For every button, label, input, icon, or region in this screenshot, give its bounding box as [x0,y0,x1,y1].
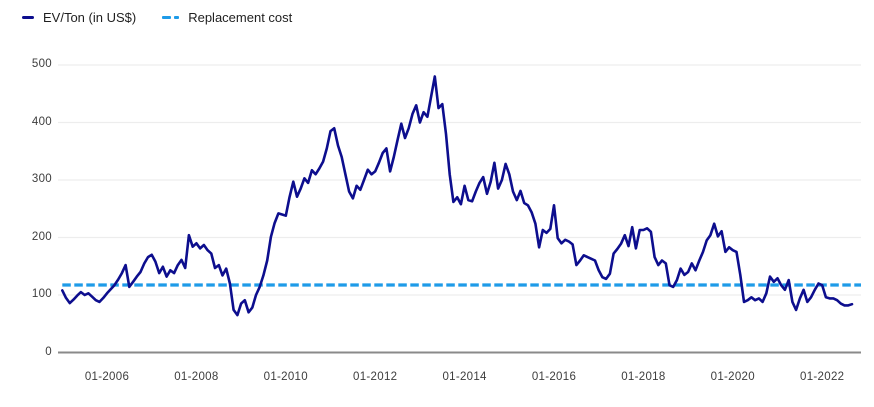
x-tick-label: 01-2008 [174,371,219,383]
legend-item-ev-ton[interactable]: EV/Ton (in US$) [22,10,136,25]
legend: EV/Ton (in US$) Replacement cost [22,10,292,25]
legend-item-replacement-cost[interactable]: Replacement cost [162,10,292,25]
x-tick-label: 01-2020 [710,371,755,383]
legend-label-replacement-cost: Replacement cost [188,10,293,25]
x-tick-label: 01-2016 [531,371,577,383]
x-tick-label: 01-2018 [621,371,666,383]
x-tick-label: 01-2010 [263,371,308,383]
y-tick-label: 400 [31,115,52,128]
y-tick-label: 200 [31,230,52,243]
x-tick-label: 01-2006 [84,371,130,383]
x-tick-label: 01-2014 [442,371,487,383]
replacement-cost-line-swatch-icon [162,16,180,19]
y-tick-label: 0 [45,345,52,358]
ev-ton-line [60,75,854,317]
legend-label-ev-ton: EV/Ton (in US$) [43,10,137,25]
y-tick-label: 100 [31,288,52,300]
x-tick-label: 01-2022 [800,371,845,383]
ev-ton-line-swatch-icon [22,16,34,19]
x-tick-label: 01-2012 [353,371,398,383]
y-tick-label: 500 [31,58,52,70]
y-tick-label: 300 [31,173,52,185]
